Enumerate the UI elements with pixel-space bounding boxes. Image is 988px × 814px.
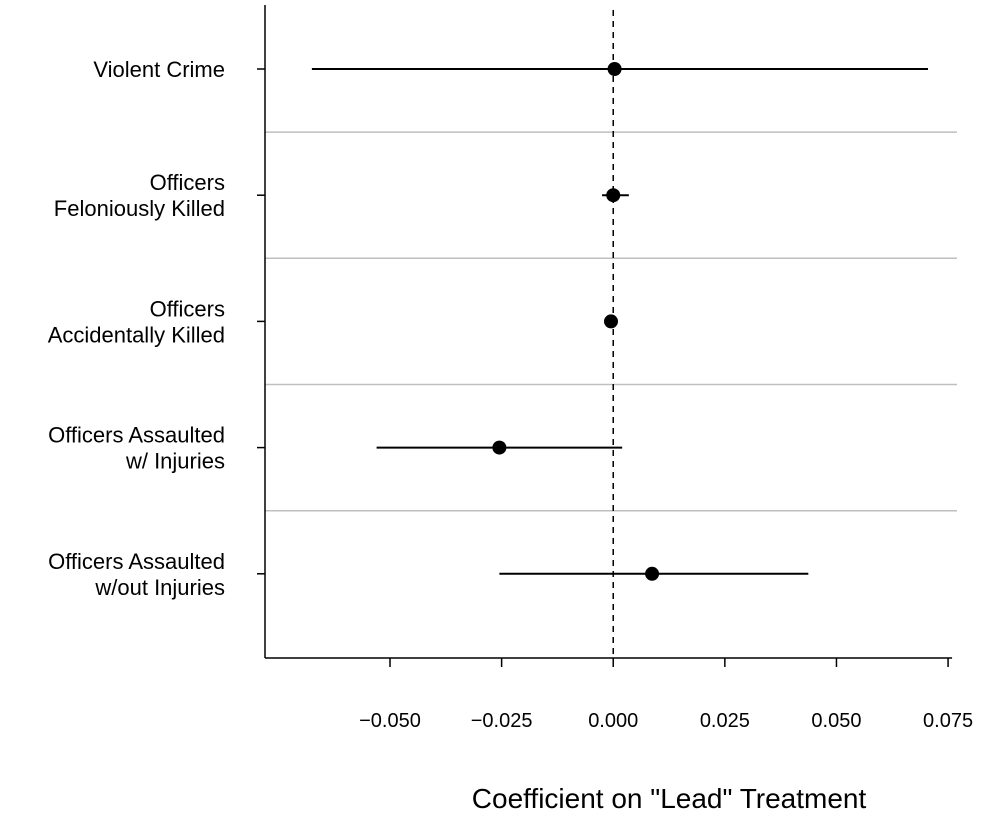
x-tick-label: 0.000 [588,710,638,732]
point-estimate [492,440,507,455]
x-tick-label: −0.025 [471,710,533,732]
x-tick-label: −0.050 [359,710,421,732]
y-tick-label-line: Feloniously Killed [54,196,225,221]
x-ticks: −0.050 −0.025 0.000 0.025 0.050 0.075 [359,658,973,732]
y-tick-label: Officers Assaulted w/out Injuries [48,549,225,600]
y-tick-label-line: Officers [150,296,225,321]
x-tick-label: 0.075 [923,710,973,732]
point-estimate [607,62,622,76]
y-tick-label-line: Accidentally Killed [48,322,225,347]
confidence-intervals [311,68,928,575]
point-estimate [606,188,621,203]
point-estimate [604,314,618,329]
y-tick-label: Violent Crime [93,57,225,82]
y-tick-label-line: Officers Assaulted [48,423,225,448]
row-separators [265,131,957,512]
point-estimates [492,62,660,581]
y-tick-label: Officers Feloniously Killed [54,170,225,221]
y-tick-label-line: Officers [150,170,225,195]
y-tick-label: Officers Assaulted w/ Injuries [48,423,225,474]
y-tick-label-line: w/out Injuries [94,575,225,600]
y-tick-label-line: w/ Injuries [125,449,225,474]
y-tick-label-line: Officers Assaulted [48,549,225,574]
y-tick-label-line: Violent Crime [93,57,225,82]
point-estimate [645,566,660,581]
x-axis-label: Coefficient on "Lead" Treatment [472,783,867,814]
x-tick-label: 0.025 [700,710,750,732]
y-tick-label: Officers Accidentally Killed [48,296,225,347]
x-tick-label: 0.050 [811,710,861,732]
